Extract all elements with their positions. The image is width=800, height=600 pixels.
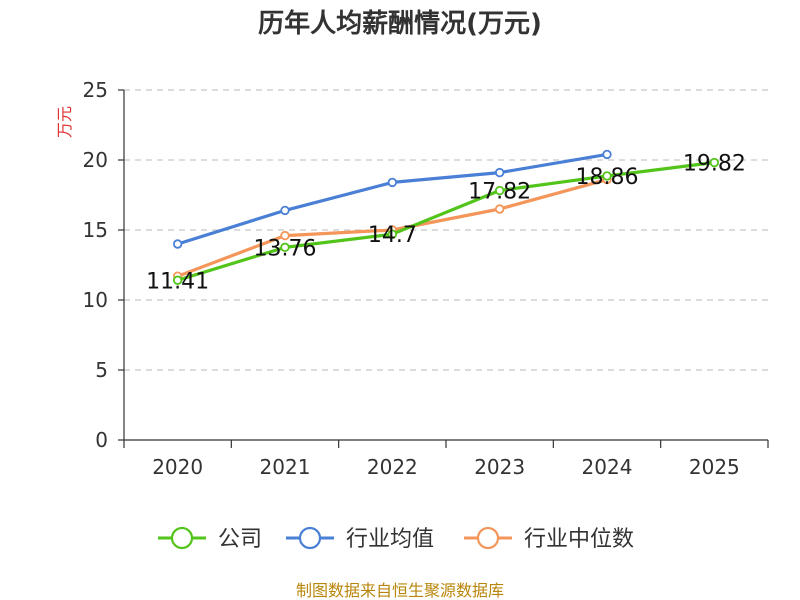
data-point <box>494 167 505 178</box>
data-point <box>172 275 183 285</box>
y-axis-label: 万元 <box>55 106 74 138</box>
legend-swatch-marker <box>298 526 322 550</box>
data-point <box>280 242 290 253</box>
x-tick-label: 2021 <box>260 455 311 479</box>
data-labels: 11.41 13.76 14.7 17.82 18.86 19.82 <box>146 152 746 295</box>
data-label: 11.41 <box>146 269 209 294</box>
x-tick-label: 2020 <box>152 455 203 479</box>
legend-label: 行业中位数 <box>524 527 634 552</box>
data-point <box>602 149 612 160</box>
data-point <box>387 177 398 188</box>
x-tick-label: 2025 <box>689 455 740 479</box>
data-point <box>602 171 612 181</box>
y-tick-label: 25 <box>83 78 108 102</box>
x-tick-label: 2022 <box>367 455 418 479</box>
y-tick-label: 0 <box>95 428 108 452</box>
data-label: 18.86 <box>576 165 639 190</box>
series-1 <box>172 149 612 249</box>
legend-swatch-marker <box>476 526 500 550</box>
data-point <box>280 230 290 241</box>
data-point <box>172 239 183 249</box>
data-point <box>494 185 505 196</box>
data-label: 19.82 <box>683 152 746 177</box>
series-0 <box>172 157 720 285</box>
legend-item-0[interactable]: 公司 <box>158 526 262 552</box>
data-point <box>709 157 720 168</box>
chart-title: 历年人均薪酬情况(万元) <box>258 8 542 39</box>
data-point <box>387 229 398 239</box>
series-layer <box>172 149 720 285</box>
legend-label: 行业均值 <box>346 527 434 552</box>
legend-item-1[interactable]: 行业均值 <box>286 526 434 552</box>
data-label: 14.7 <box>368 223 417 248</box>
legend-item-2[interactable]: 行业中位数 <box>464 526 634 552</box>
data-label: 17.82 <box>468 180 531 205</box>
data-point <box>280 205 290 216</box>
data-source-note: 制图数据来自恒生聚源数据库 <box>296 581 504 600</box>
legend[interactable]: 公司 行业均值 行业中位数 <box>158 526 634 552</box>
data-label: 13.76 <box>254 236 317 261</box>
grid-lines <box>124 89 768 371</box>
y-tick-label: 5 <box>95 358 108 382</box>
x-tick-label: 2024 <box>582 455 633 479</box>
y-tick-label: 20 <box>83 148 108 172</box>
data-point <box>494 204 505 214</box>
y-tick-label: 15 <box>83 218 108 242</box>
legend-swatch-marker <box>170 526 194 550</box>
legend-label: 公司 <box>218 527 262 552</box>
y-tick-label: 10 <box>83 288 108 312</box>
series-line-0 <box>177 160 715 282</box>
x-tick-label: 2023 <box>474 455 525 479</box>
